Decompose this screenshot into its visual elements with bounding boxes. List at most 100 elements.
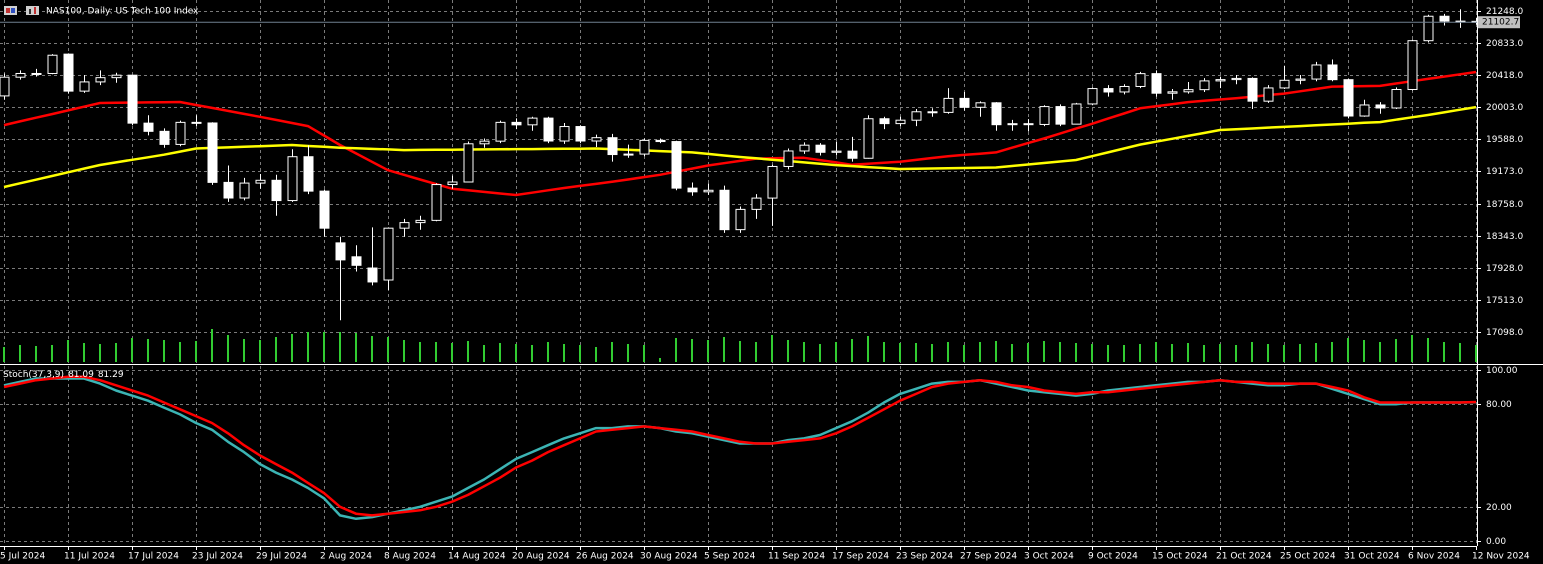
y-tick-label: 17513.0	[1486, 296, 1523, 306]
x-tick-label: 25 Oct 2024	[1280, 552, 1336, 562]
candle-body	[1055, 106, 1066, 125]
x-tick-label: 29 Jul 2024	[256, 552, 307, 562]
volume-bar	[67, 340, 69, 362]
volume-bar	[1251, 342, 1253, 362]
x-tick-label: 6 Nov 2024	[1408, 552, 1460, 562]
candle-body	[415, 219, 426, 224]
candle-body	[239, 182, 250, 199]
volume-bar	[3, 347, 5, 362]
volume-bar	[755, 342, 757, 362]
volume-bar	[515, 344, 517, 362]
candle-body	[351, 256, 362, 266]
indicator-value: 81.09	[68, 370, 94, 380]
volume-bar	[851, 339, 853, 362]
x-tick-label: 30 Aug 2024	[640, 552, 698, 562]
x-tick-label: 17 Jul 2024	[128, 552, 179, 562]
volume-bar	[899, 343, 901, 362]
candle-body	[287, 156, 298, 202]
icon	[29, 9, 31, 14]
volume-bar	[1299, 344, 1301, 362]
candle-body	[975, 102, 986, 108]
candle-body	[0, 76, 10, 97]
volume-bar	[291, 334, 293, 362]
candle-body	[927, 111, 938, 114]
candle-body	[1343, 79, 1354, 117]
candle-body	[95, 77, 106, 83]
volume-bar	[771, 335, 773, 362]
candle-body	[1215, 79, 1226, 82]
candle-body	[1279, 79, 1290, 89]
candle-body	[1263, 87, 1274, 102]
candle-body	[1295, 78, 1306, 81]
candle-body	[47, 54, 58, 74]
candle-body	[1007, 123, 1018, 126]
candle-body	[127, 74, 138, 124]
candle-body	[511, 121, 522, 126]
x-tick-label: 5 Sep 2024	[704, 552, 756, 562]
title-icons	[4, 6, 39, 15]
x-tick-label: 9 Oct 2024	[1088, 552, 1138, 562]
x-tick-label: 26 Aug 2024	[576, 552, 634, 562]
candle-body	[1151, 73, 1162, 94]
volume-bar	[547, 342, 549, 362]
volume-bar	[1091, 344, 1093, 362]
chart-title: NAS100, Daily: US Tech 100 Index	[46, 7, 199, 17]
indicator-value: 81.29	[98, 370, 124, 380]
volume-bar	[275, 337, 277, 362]
volume-bar	[1283, 345, 1285, 362]
candle-body	[159, 130, 170, 145]
volume-bar	[1075, 343, 1077, 362]
indicator-label: Stoch(37,3,9) 81.09 81.29	[3, 370, 124, 380]
volume-bar	[1043, 341, 1045, 362]
candle-body	[879, 118, 890, 125]
y-tick-label: 20833.0	[1486, 39, 1523, 49]
candle-body	[735, 208, 746, 231]
candle-body	[1327, 64, 1338, 81]
volume-bar	[451, 343, 453, 362]
volume-bar	[1235, 345, 1237, 362]
candle-body	[943, 97, 954, 113]
candle-body	[799, 144, 810, 152]
volume-bar	[563, 344, 565, 362]
volume-bar	[1395, 339, 1397, 362]
candle-body	[1119, 85, 1130, 93]
volume-bar	[259, 340, 261, 362]
volume-bar	[723, 337, 725, 362]
candle-body	[783, 150, 794, 167]
volume-bar	[691, 339, 693, 362]
volume-bar	[307, 332, 309, 362]
y-tick-label: 100.00	[1486, 366, 1518, 376]
candle-body	[367, 267, 378, 283]
icon	[34, 7, 36, 14]
volume-bar	[51, 345, 53, 362]
volume-bar	[1379, 342, 1381, 362]
candle-body	[1103, 88, 1114, 93]
x-tick-label: 11 Sep 2024	[768, 552, 825, 562]
candle-body	[79, 81, 90, 92]
volume-bar	[835, 342, 837, 362]
volume-bar	[803, 342, 805, 362]
volume-bar	[1155, 342, 1157, 362]
volume-bar	[1363, 340, 1365, 362]
volume-bar	[531, 345, 533, 362]
candle-body	[1439, 15, 1450, 22]
current-price-label: 21102.7	[1482, 18, 1519, 28]
candle-body	[1167, 91, 1178, 94]
x-tick-label: 27 Sep 2024	[960, 552, 1017, 562]
volume-bar	[979, 342, 981, 362]
candle-body	[655, 139, 666, 143]
volume-bar	[1059, 342, 1061, 362]
x-tick-label: 8 Aug 2024	[384, 552, 436, 562]
y-tick-label: 21248.0	[1486, 7, 1523, 17]
moving-average	[3, 105, 1477, 189]
volume-bar	[1347, 338, 1349, 362]
candle-body	[815, 144, 826, 153]
grid-layer	[0, 0, 1477, 546]
candle-body	[223, 181, 234, 199]
moving-average	[3, 70, 1477, 197]
candle-body	[591, 137, 602, 142]
y-tick-label: 0.00	[1486, 537, 1506, 547]
candle-body	[1231, 77, 1242, 81]
volume-bar	[579, 345, 581, 362]
